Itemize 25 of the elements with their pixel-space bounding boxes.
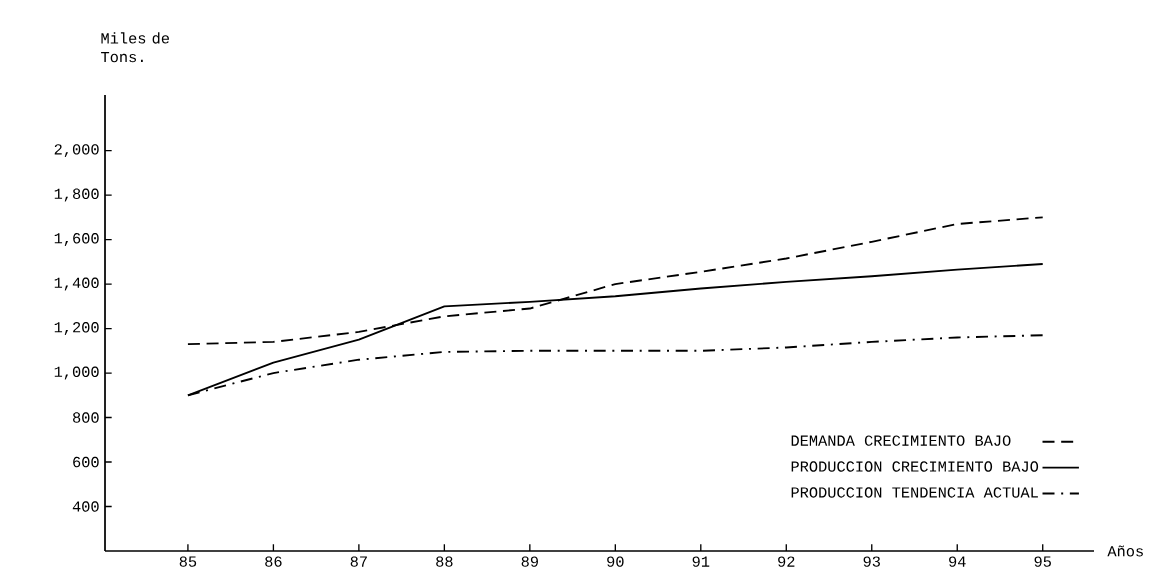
x-tick-label: 87 (350, 556, 367, 567)
legend-label: DEMANDA CRECIMIENTO BAJO (791, 435, 1011, 446)
y-tick-label: 1,400 (54, 277, 99, 291)
y-tick-label: 600 (73, 456, 99, 468)
y-tick-label: 1,600 (54, 233, 99, 247)
x-tick-label: 91 (692, 556, 710, 567)
y-tick-label: 1,200 (54, 322, 99, 336)
legend-label: PRODUCCION CRECIMIENTO BAJO (791, 461, 1039, 472)
x-axis-title: Años (1107, 545, 1143, 557)
x-tick-label: 89 (521, 556, 538, 567)
x-tick-label: 92 (778, 556, 795, 567)
x-tick-label: 95 (1034, 556, 1051, 567)
y-tick-label: 400 (72, 501, 99, 512)
y-tick-label: 1,000 (54, 366, 99, 380)
y-axis-title: Miles de Tons. (101, 32, 169, 63)
x-tick-label: 86 (265, 556, 282, 567)
x-tick-label: 90 (607, 556, 624, 567)
x-tick-label: 94 (949, 556, 966, 567)
x-tick-label: 93 (863, 556, 880, 567)
y-tick-label: 1,800 (54, 188, 99, 202)
x-tick-label: 85 (179, 556, 197, 567)
y-tick-label: 2,000 (54, 144, 99, 158)
legend-label: PRODUCCION TENDENCIA ACTUAL (791, 487, 1038, 498)
y-tick-label: 800 (73, 412, 99, 423)
x-tick-label: 88 (436, 556, 453, 567)
